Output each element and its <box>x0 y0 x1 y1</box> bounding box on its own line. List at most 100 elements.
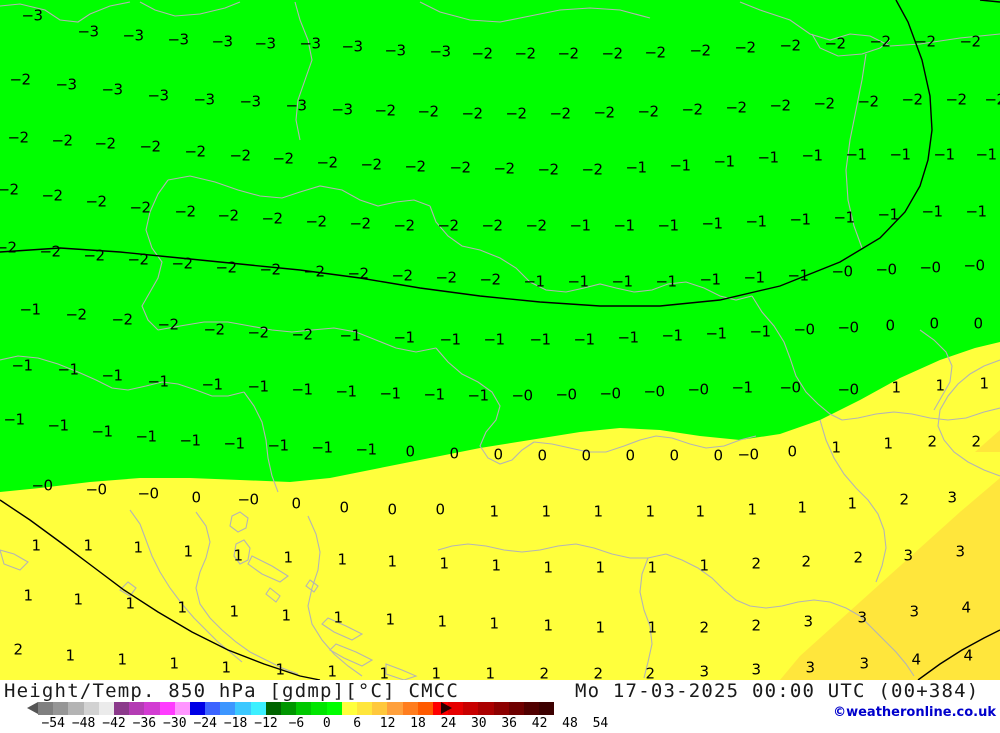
temperature-label: −1 <box>705 324 727 343</box>
colorbar-swatch <box>372 702 388 715</box>
temperature-label: 1 <box>281 606 291 625</box>
temperature-label: −0 <box>837 318 859 337</box>
temperature-label: 0 <box>435 500 445 519</box>
colorbar-tick-label: −54 <box>41 716 65 731</box>
temperature-label: 1 <box>183 542 193 561</box>
temperature-label: −1 <box>247 377 269 396</box>
temperature-label: −3 <box>331 100 353 119</box>
colorbar-swatch <box>129 702 145 715</box>
temperature-label: 1 <box>385 610 395 629</box>
colorbar-swatch <box>144 702 160 715</box>
temperature-label: −2 <box>824 34 846 53</box>
temperature-label: −2 <box>129 198 151 217</box>
temperature-label: −1 <box>731 378 753 397</box>
colorbar-tick-label: 42 <box>531 716 548 731</box>
temperature-label: −1 <box>483 330 505 349</box>
temperature-label: 1 <box>747 500 757 519</box>
temperature-label: 4 <box>961 598 971 617</box>
temperature-label: −2 <box>111 310 133 329</box>
temperature-label: −1 <box>617 328 639 347</box>
temperature-label: 3 <box>947 488 957 507</box>
temperature-label: 1 <box>595 558 605 577</box>
temperature-label: 3 <box>805 658 815 677</box>
temperature-label: −3 <box>239 92 261 111</box>
temperature-label: 1 <box>595 618 605 637</box>
temperature-label: −1 <box>147 372 169 391</box>
temperature-label: −1 <box>669 156 691 175</box>
temperature-label: −2 <box>869 32 891 51</box>
colorbar-tick-label: 6 <box>353 716 362 731</box>
weather-map-canvas[interactable]: −3 −3 −3 −3 −3 −3 −3 −3 −3 −3 −2 −2 −2 −2 −2 −2 −2 −2 −2 −2… <box>0 0 1000 680</box>
colorbar-swatch <box>493 702 509 715</box>
temperature-label: −1 <box>877 205 899 224</box>
temperature-label: −3 <box>341 37 363 56</box>
temperature-label: −0 <box>643 382 665 401</box>
temperature-label: 0 <box>787 442 797 461</box>
geopotential-height-contours <box>0 0 1000 680</box>
temperature-label: −2 <box>404 157 426 176</box>
temperature-label: 1 <box>979 374 989 393</box>
temperature-label: 0 <box>713 446 723 465</box>
colorbar-swatch <box>68 702 84 715</box>
colorbar-swatches <box>38 702 555 715</box>
temperature-label: 2 <box>539 664 549 680</box>
band-darkyellow-fill-2 <box>975 430 1000 452</box>
temperature-label: 1 <box>491 556 501 575</box>
temperature-label: −2 <box>393 216 415 235</box>
temperature-label: 2 <box>751 616 761 635</box>
colorbar-tick-label: 18 <box>410 716 426 731</box>
temperature-label: −2 <box>7 128 29 147</box>
temperature-label: 1 <box>283 548 293 567</box>
temperature-label: −1 <box>201 375 223 394</box>
colorbar-tick-label: −48 <box>71 716 96 731</box>
temperature-label: 1 <box>891 378 901 397</box>
temperature-label: 3 <box>909 602 919 621</box>
temperature-label: 1 <box>647 618 657 637</box>
temperature-label: 2 <box>801 552 811 571</box>
temperature-label: 0 <box>291 494 301 513</box>
temperature-label: −2 <box>229 146 251 165</box>
temperature-label: −0 <box>687 380 709 399</box>
temperature-label: 3 <box>803 612 813 631</box>
temperature-label: 1 <box>439 554 449 573</box>
copyright-credit: ©weatheronline.co.uk <box>833 705 996 720</box>
temperature-label: 1 <box>333 608 343 627</box>
temperature-label: −2 <box>65 305 87 324</box>
colorbar-swatch <box>189 702 206 715</box>
temperature-label: 0 <box>449 444 459 463</box>
temperature-label: −2 <box>0 238 17 257</box>
temperature-label: −2 <box>9 70 31 89</box>
temperature-label: 2 <box>751 554 761 573</box>
temperature-label: 0 <box>669 446 679 465</box>
temperature-label: −2 <box>769 96 791 115</box>
temperature-label: −2 <box>725 98 747 117</box>
colorbar-swatch <box>524 702 540 715</box>
colorbar-tick-label: 0 <box>322 716 331 731</box>
temperature-label: 4 <box>963 646 973 665</box>
temperature-label: −1 <box>523 272 545 291</box>
temperature-label: 1 <box>699 556 709 575</box>
temperature-label: −2 <box>83 246 105 265</box>
temperature-label: −2 <box>94 134 116 153</box>
colorbar-swatch <box>98 702 114 715</box>
temperature-label: −1 <box>661 326 683 345</box>
temperature-label: −2 <box>139 137 161 156</box>
temperature-label: 1 <box>23 586 33 605</box>
height-contour-north <box>0 0 933 307</box>
temperature-label: −1 <box>611 272 633 291</box>
temperature-label: −2 <box>247 323 269 342</box>
temperature-label: −1 <box>625 158 647 177</box>
temperature-label: −2 <box>914 32 936 51</box>
temperature-label: 2 <box>645 664 655 680</box>
colorbar-swatch <box>508 702 524 715</box>
color-scale-bar[interactable] <box>27 702 555 715</box>
colorbar-tick-labels: −54 −48 −42 −36 −30 −24 −18 −12 −6 0 6 12 18 24 30 36 42… <box>27 716 608 732</box>
map-vector-layer <box>0 0 1000 680</box>
temperature-label: −1 <box>787 266 809 285</box>
temperature-label: −2 <box>471 44 493 63</box>
temperature-label: 1 <box>437 612 447 631</box>
temperature-label: 1 <box>543 558 553 577</box>
colorbar-swatch <box>356 702 373 715</box>
colorbar-swatch <box>326 702 342 715</box>
temperature-label: 1 <box>883 434 893 453</box>
